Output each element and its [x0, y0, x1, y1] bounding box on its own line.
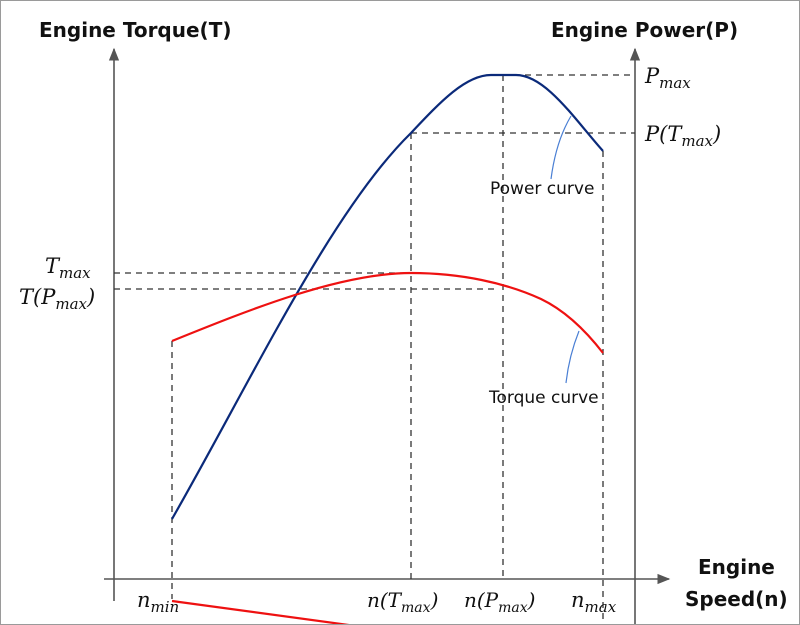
t-pmax-label: T(Pmax)	[19, 285, 95, 313]
p-max-label: Pmax	[644, 64, 691, 92]
power-curve-leader	[550, 115, 572, 180]
torque-curve-lower-segment	[171, 599, 350, 624]
power-curve-label: Power curve	[490, 179, 594, 199]
torque-axis-title: Engine Torque(T)	[39, 18, 231, 42]
t-max-label: Tmax	[45, 254, 91, 282]
power-axis-title: Engine Power(P)	[551, 18, 738, 42]
torque-curve-leader	[565, 330, 580, 384]
n-max-label: nmax	[571, 588, 617, 616]
torque-curve-label: Torque curve	[488, 388, 599, 408]
n-tmax-label: n(Tmax)	[367, 588, 438, 616]
n-min-label: nmin	[137, 588, 179, 616]
torque-curve	[171, 271, 604, 354]
speed-axis-title-line1: Engine	[698, 555, 775, 579]
speed-axis-title-line2: Speed(n)	[685, 587, 788, 611]
p-tmax-label: P(Tmax)	[644, 122, 721, 150]
n-pmax-label: n(Pmax)	[464, 588, 535, 616]
power-curve	[171, 73, 604, 520]
